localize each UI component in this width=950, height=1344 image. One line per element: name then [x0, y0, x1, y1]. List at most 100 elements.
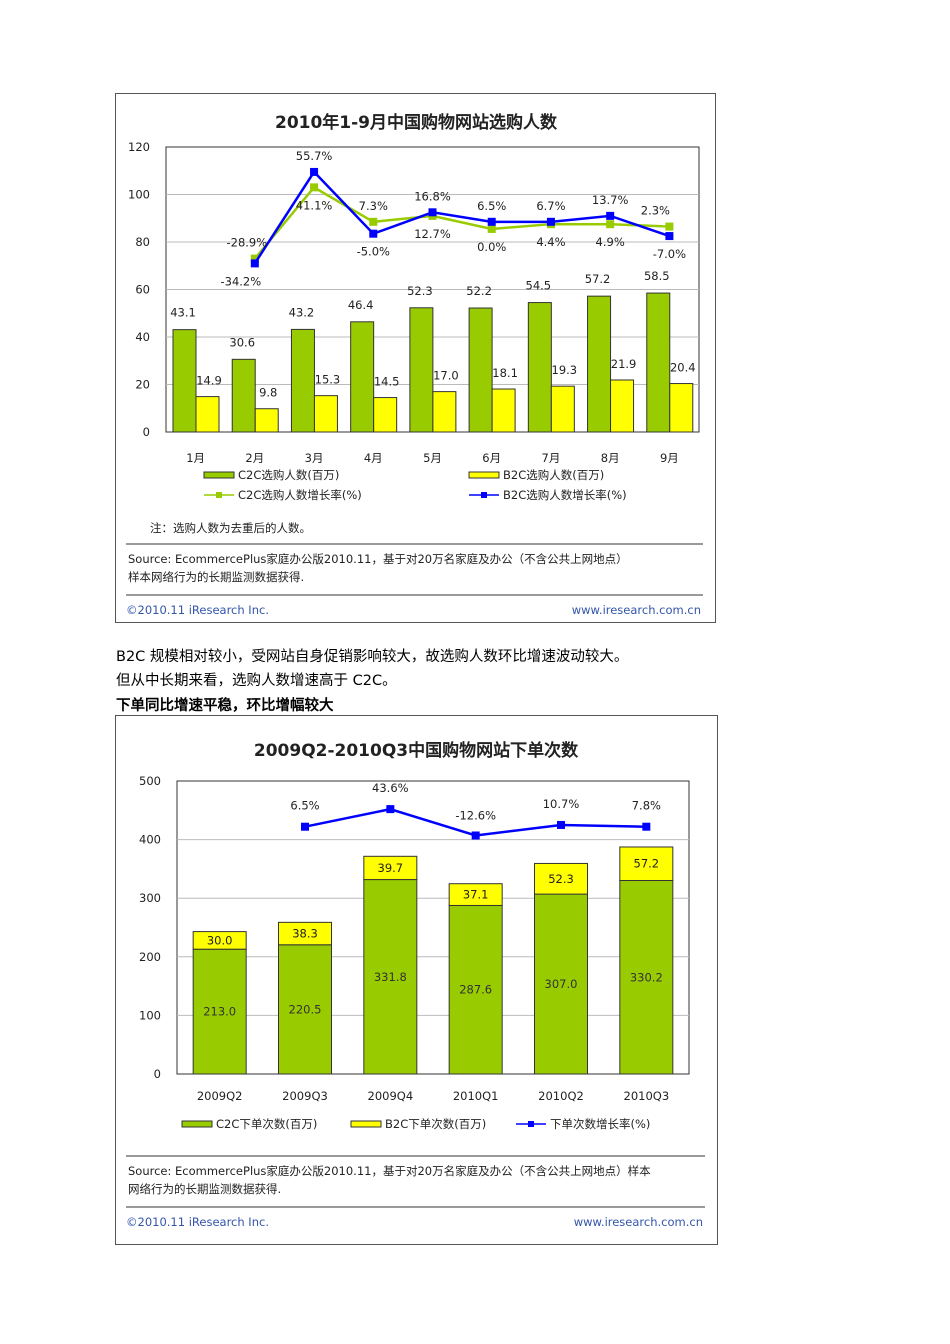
c2c-rate-marker — [310, 183, 319, 192]
chart-title: 2010年1-9月中国购物网站选购人数 — [275, 112, 558, 133]
c2c-bar — [278, 944, 332, 1075]
c2c-bar — [363, 879, 418, 1075]
copyright: ©2010.11 iResearch Inc. — [126, 1215, 269, 1229]
y-tick-label: 80 — [135, 235, 150, 249]
b2c-bar — [313, 395, 338, 433]
b2c-rate-label: 16.8% — [414, 189, 451, 203]
c2c-bar-label: 52.2 — [466, 284, 492, 298]
y-tick-label: 400 — [139, 833, 161, 847]
plot-area — [176, 780, 690, 1075]
section-heading: 下单同比增速平稳，环比增幅较大 — [116, 698, 334, 714]
b2c-bar — [669, 383, 694, 433]
b2c-bar — [550, 385, 575, 433]
b2c-rate-marker — [546, 217, 555, 226]
b2c-rate-marker — [250, 259, 259, 268]
x-tick-label: 2010Q2 — [538, 1089, 584, 1103]
y-tick-label: 100 — [128, 188, 150, 202]
legend-b2c-rate-marker — [481, 492, 487, 498]
c2c-bar — [350, 321, 375, 433]
legend-c2c-bar-swatch — [181, 1120, 213, 1128]
y-tick-label: 0 — [154, 1067, 161, 1081]
chart-title: 2009Q2-2010Q3中国购物网站下单次数 — [254, 740, 579, 761]
legend-b2c-bar-swatch — [468, 471, 500, 479]
rate-marker — [642, 822, 651, 831]
rate-marker — [557, 820, 565, 829]
b2c-rate-marker — [428, 208, 437, 217]
b2c-rate-label: 6.5% — [477, 199, 506, 213]
c2c-rate-label: 7.3% — [359, 199, 388, 213]
c2c-bar-label: 57.2 — [585, 272, 611, 286]
c2c-bar-label: 58.5 — [644, 269, 670, 283]
x-tick-label: 2009Q2 — [197, 1089, 243, 1103]
c2c-bar — [534, 893, 588, 1075]
b2c-rate-label: -5.0% — [357, 245, 390, 259]
y-tick-label: 20 — [135, 378, 150, 392]
legend-rate-label: 下单次数增长率(%) — [550, 1117, 650, 1131]
x-tick-label: 8月 — [601, 451, 620, 465]
chart-2-frame: 2009Q2-2010Q3中国购物网站下单次数 0 100 200 300 400 500 2… — [115, 715, 718, 1245]
x-tick-label: 3月 — [305, 451, 324, 465]
c2c-bar — [231, 358, 256, 433]
b2c-bar-label: 17.0 — [433, 369, 459, 383]
b2c-bar — [619, 846, 674, 882]
c2c-bar-label: 287.6 — [459, 983, 492, 997]
b2c-rate-label: -34.2% — [220, 274, 261, 288]
b2c-bar — [610, 379, 635, 433]
legend-rate-marker — [528, 1121, 534, 1127]
legend-b2c-bar-label: B2C选购人数(百万) — [503, 468, 604, 482]
x-tick-label: 1月 — [186, 451, 205, 465]
b2c-bar-label: 52.3 — [548, 872, 574, 886]
c2c-bar — [619, 880, 674, 1075]
c2c-bar — [192, 948, 247, 1075]
c2c-bar-label: 330.2 — [630, 970, 663, 984]
b2c-bar — [254, 408, 279, 433]
x-tick-label: 2009Q4 — [368, 1089, 414, 1103]
legend-c2c-bar-label: C2C选购人数(百万) — [238, 468, 339, 482]
x-tick-label: 9月 — [660, 451, 679, 465]
rate-label: 10.7% — [543, 797, 580, 811]
rate-marker — [301, 822, 309, 831]
c2c-rate-label: 2.3% — [641, 204, 670, 218]
c2c-rate-label: 12.7% — [414, 227, 451, 241]
b2c-bar — [192, 931, 247, 950]
y-tick-label: 300 — [139, 891, 161, 905]
c2c-bar — [172, 329, 197, 433]
chart-2: 2009Q2-2010Q3中国购物网站下单次数 0 100 200 300 400 500 2… — [126, 740, 705, 1229]
c2c-bar-label: 43.1 — [170, 306, 196, 320]
b2c-rate-marker — [665, 232, 674, 241]
b2c-rate-marker — [606, 211, 615, 220]
b2c-bar — [448, 883, 503, 906]
b2c-bar-label: 20.4 — [670, 361, 696, 375]
y-tick-label: 200 — [139, 950, 161, 964]
legend-b2c-bar-swatch — [350, 1120, 382, 1128]
c2c-rate-marker — [250, 254, 259, 263]
chart-note: 注：选购人数为去重后的人数。 — [150, 521, 311, 535]
c2c-rate-label: 41.1% — [296, 198, 333, 212]
b2c-bar — [491, 388, 516, 433]
b2c-rate-marker — [310, 167, 319, 176]
b2c-bar-label: 19.3 — [552, 363, 578, 377]
x-tick-label: 2010Q3 — [624, 1089, 670, 1103]
y-tick-label: 500 — [139, 774, 161, 788]
c2c-bar-label: 46.4 — [348, 298, 374, 312]
b2c-bar-label: 30.0 — [207, 933, 233, 947]
b2c-rate-label: 55.7% — [296, 149, 333, 163]
rate-label: 7.8% — [632, 799, 661, 813]
b2c-bar-label: 9.8 — [259, 386, 277, 400]
rate-marker — [386, 805, 395, 814]
c2c-bar-label: 54.5 — [526, 279, 552, 293]
b2c-bar — [278, 921, 332, 946]
source-line-1: Source: EcommercePlus家庭办公版2010.11，基于对20万… — [128, 552, 628, 566]
b2c-bar — [363, 855, 418, 881]
website: www.iresearch.com.cn — [572, 603, 701, 617]
b2c-rate-line — [253, 169, 670, 265]
c2c-rate-marker — [487, 224, 496, 233]
c2c-bar-label: 43.2 — [289, 305, 315, 319]
b2c-bar-label: 15.3 — [315, 373, 341, 387]
b2c-rate-marker — [369, 229, 378, 238]
source-line-2: 网络行为的长期监测数据获得. — [128, 1182, 281, 1196]
chart-1: 2010年1-9月中国购物网站选购人数 0 20 40 60 80 100 120 43.1 14… — [126, 112, 703, 617]
paragraph-line-2: 但从中长期来看，选购人数增速高于 C2C。 — [116, 673, 397, 689]
c2c-bar-label: 30.6 — [229, 335, 255, 349]
x-tick-label: 4月 — [364, 451, 383, 465]
